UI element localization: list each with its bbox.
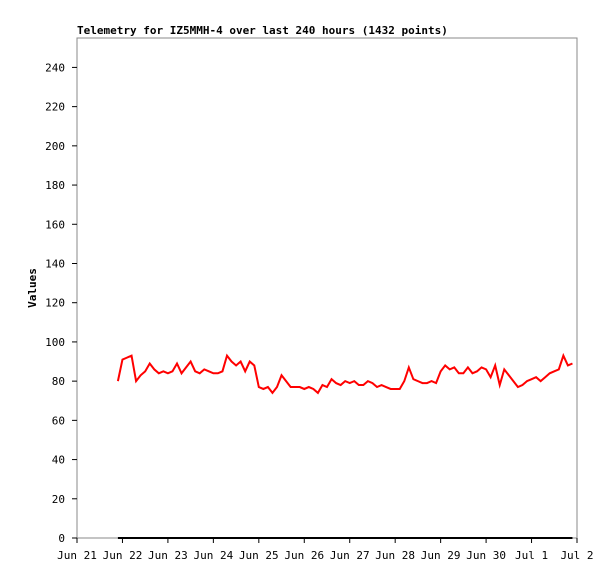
data-line [116,352,573,395]
x-tick-label: Jun 22 [103,549,143,562]
y-tick-label: 240 [45,61,65,74]
y-tick-label: 160 [45,218,65,231]
y-axis-label: Values [26,268,39,308]
x-tick-label: Jul 2 [560,549,593,562]
x-tick-label: Jun 26 [284,549,324,562]
y-tick-label: 0 [58,532,65,545]
y-tick-label: 200 [45,140,65,153]
x-tick-label: Jun 23 [148,549,188,562]
y-tick-label: 80 [52,375,65,388]
x-tick-label: Jul 1 [515,549,548,562]
y-tick-label: 20 [52,493,65,506]
x-tick-label: Jun 21 [57,549,97,562]
y-tick-label: 60 [52,414,65,427]
x-tick-label: Jun 29 [421,549,461,562]
y-tick-label: 140 [45,257,65,270]
y-tick-label: 100 [45,336,65,349]
x-tick-label: Jun 30 [466,549,506,562]
y-tick-label: 220 [45,101,65,114]
plot-frame [76,37,578,539]
x-tick-label: Jun 24 [193,549,233,562]
x-tick-label: Jun 28 [375,549,415,562]
y-tick-label: 180 [45,179,65,192]
y-tick-label: 120 [45,297,65,310]
y-tick-label: 40 [52,454,65,467]
x-tick-label: Jun 25 [239,549,279,562]
chart-title: Telemetry for IZ5MMH-4 over last 240 hou… [77,24,448,37]
x-tick-label: Jun 27 [330,549,370,562]
